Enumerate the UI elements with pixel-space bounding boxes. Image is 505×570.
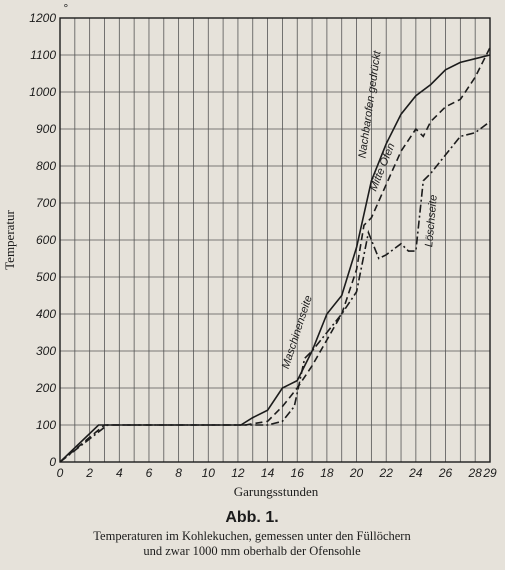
x-tick-label: 12 — [231, 466, 245, 480]
y-tick-label: 100 — [36, 418, 56, 432]
x-tick-label: 16 — [291, 466, 305, 480]
x-tick-label: 0 — [57, 466, 64, 480]
x-tick-label: 14 — [261, 466, 275, 480]
x-tick-label: 10 — [202, 466, 216, 480]
x-tick-label: 6 — [146, 466, 153, 480]
unit-label: ° — [63, 1, 68, 15]
y-tick-label: 500 — [36, 270, 56, 284]
x-tick-label: 8 — [175, 466, 182, 480]
x-tick-label: 2 — [85, 466, 93, 480]
caption-line: Temperaturen im Kohlekuchen, gemessen un… — [93, 529, 411, 543]
x-tick-label: 4 — [116, 466, 123, 480]
y-tick-label: 900 — [36, 122, 56, 136]
y-tick-label: 1200 — [29, 11, 56, 25]
data-line — [59, 54, 491, 463]
x-tick-label: 20 — [349, 466, 364, 480]
y-tick-label: 200 — [35, 381, 56, 395]
x-tick-label: 26 — [438, 466, 453, 480]
y-tick-label: 700 — [36, 196, 56, 210]
x-tick-label: 29 — [482, 466, 497, 480]
data-line — [59, 120, 491, 463]
x-tick-label: 22 — [379, 466, 394, 480]
y-tick-label: 800 — [36, 159, 56, 173]
y-axis-label: Temperatur — [2, 209, 17, 269]
caption-line: und zwar 1000 mm oberhalb der Ofensohle — [143, 544, 361, 558]
x-axis-label: Garungsstunden — [234, 484, 319, 499]
y-tick-label: 400 — [36, 307, 56, 321]
annotation: Nachbarofen gedrückt — [357, 49, 384, 159]
y-tick-label: 300 — [36, 344, 56, 358]
figure-label: Abb. 1. — [225, 509, 278, 526]
y-tick-label: 1100 — [30, 48, 56, 62]
y-tick-label: 1000 — [29, 85, 56, 99]
data-line — [59, 47, 491, 463]
y-tick-label: 0 — [49, 455, 56, 469]
x-tick-label: 28 — [467, 466, 482, 480]
series-label: Löschseite — [423, 194, 440, 247]
x-tick-label: 18 — [320, 466, 334, 480]
plot-frame — [59, 17, 491, 463]
y-tick-label: 600 — [36, 233, 56, 247]
x-tick-label: 24 — [408, 466, 423, 480]
